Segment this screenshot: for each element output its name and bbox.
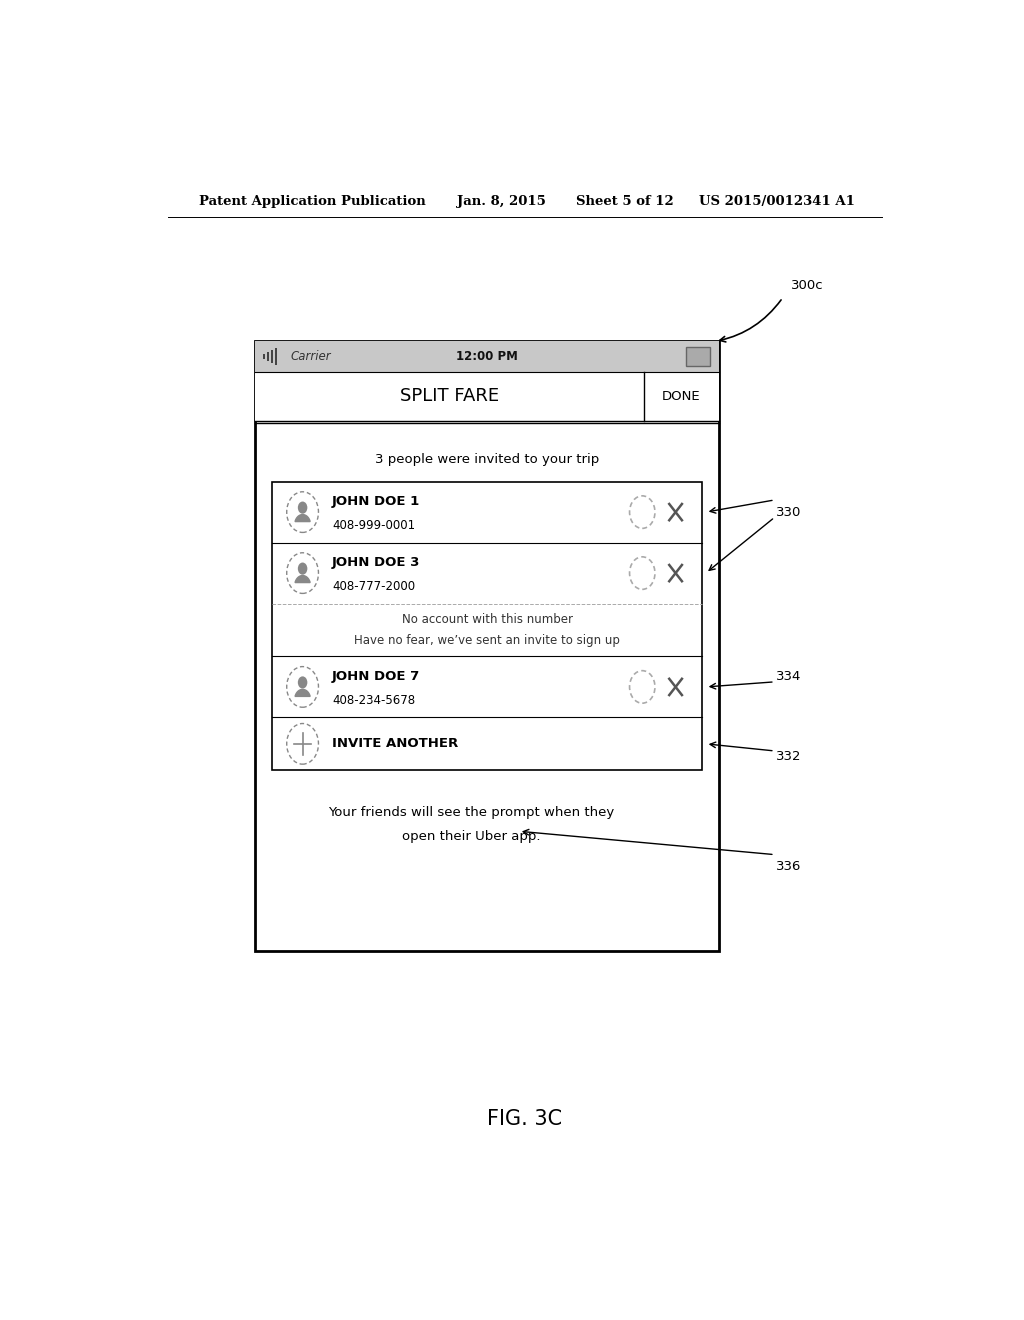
- Text: Your friends will see the prompt when they: Your friends will see the prompt when th…: [328, 807, 614, 820]
- Text: 408-999-0001: 408-999-0001: [332, 519, 415, 532]
- Text: INVITE ANOTHER: INVITE ANOTHER: [332, 738, 458, 750]
- Text: Have no fear, we’ve sent an invite to sign up: Have no fear, we’ve sent an invite to si…: [354, 634, 621, 647]
- Text: JOHN DOE 7: JOHN DOE 7: [332, 671, 420, 684]
- Text: 300c: 300c: [791, 279, 823, 292]
- Bar: [263, 354, 265, 359]
- Text: 408-777-2000: 408-777-2000: [332, 579, 415, 593]
- Text: 332: 332: [776, 750, 802, 763]
- Bar: [255, 372, 719, 421]
- Bar: [270, 350, 273, 363]
- Bar: [255, 342, 719, 372]
- Text: open their Uber app.: open their Uber app.: [402, 830, 541, 843]
- Circle shape: [298, 502, 307, 513]
- Bar: [686, 347, 710, 366]
- Text: 330: 330: [776, 506, 802, 519]
- Text: SPLIT FARE: SPLIT FARE: [399, 387, 499, 405]
- Bar: [267, 352, 269, 362]
- Text: 12:00 PM: 12:00 PM: [456, 350, 518, 363]
- Text: US 2015/0012341 A1: US 2015/0012341 A1: [699, 194, 855, 207]
- Text: 334: 334: [776, 671, 802, 684]
- Text: 336: 336: [776, 861, 802, 874]
- Bar: [274, 348, 278, 366]
- Bar: [272, 482, 701, 771]
- Text: Patent Application Publication: Patent Application Publication: [200, 194, 426, 207]
- Text: JOHN DOE 1: JOHN DOE 1: [332, 495, 420, 508]
- Polygon shape: [295, 689, 310, 697]
- Text: JOHN DOE 3: JOHN DOE 3: [332, 557, 420, 569]
- Polygon shape: [295, 515, 310, 521]
- Bar: [255, 342, 719, 952]
- Circle shape: [298, 562, 307, 574]
- Text: FIG. 3C: FIG. 3C: [487, 1109, 562, 1129]
- Text: 408-234-5678: 408-234-5678: [332, 693, 415, 706]
- Text: DONE: DONE: [663, 389, 700, 403]
- Text: No account with this number: No account with this number: [401, 614, 572, 627]
- Polygon shape: [295, 576, 310, 582]
- Text: Jan. 8, 2015: Jan. 8, 2015: [458, 194, 546, 207]
- Text: 3 people were invited to your trip: 3 people were invited to your trip: [375, 453, 599, 466]
- Text: Carrier: Carrier: [291, 350, 332, 363]
- Circle shape: [298, 676, 307, 689]
- Text: Sheet 5 of 12: Sheet 5 of 12: [577, 194, 674, 207]
